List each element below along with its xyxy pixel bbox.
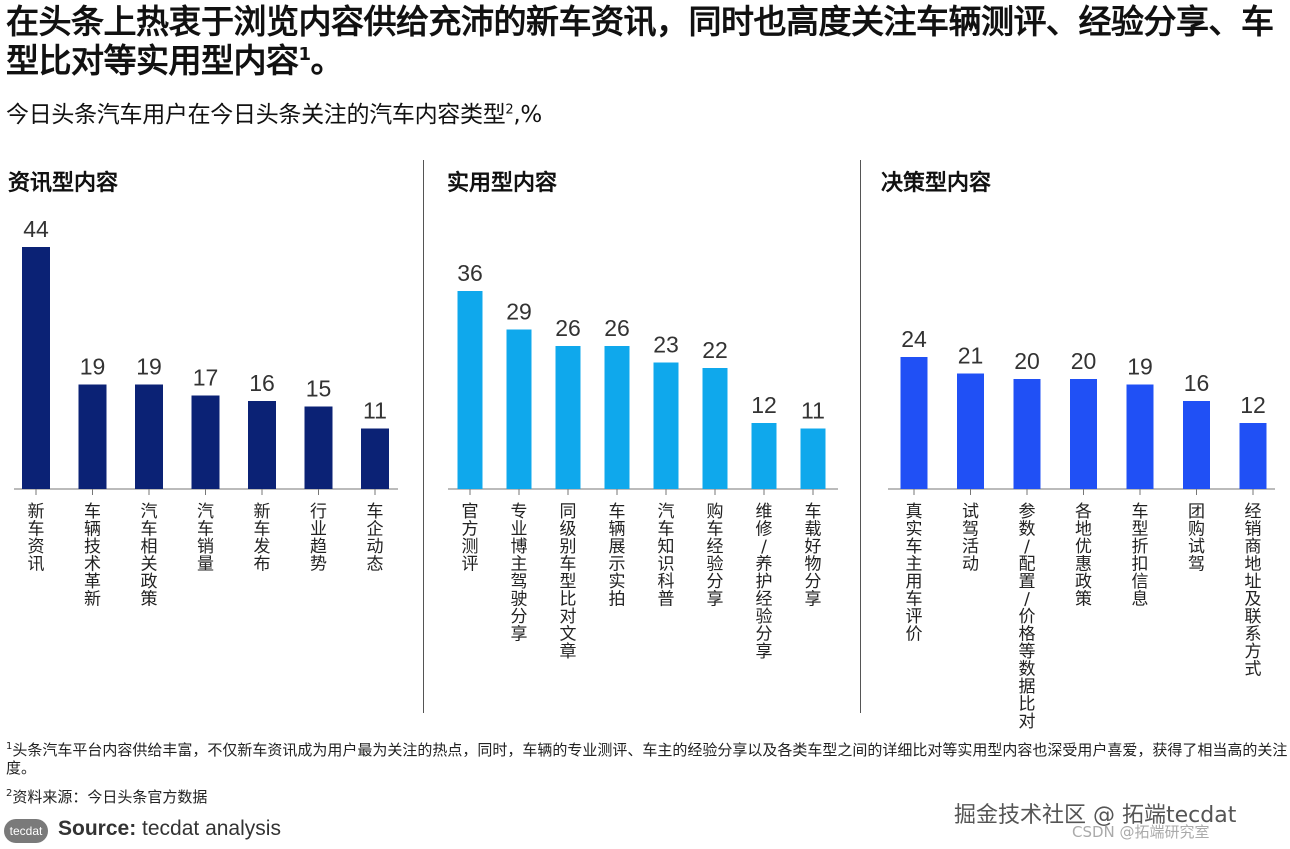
- panel-title-practical: 实用型内容: [447, 171, 558, 196]
- bar: [1013, 379, 1041, 489]
- bar: [457, 291, 483, 489]
- bar: [702, 368, 728, 489]
- data-label: 16: [1184, 370, 1210, 396]
- category-label: 官方测评: [462, 502, 479, 575]
- category-label: 车载好物分享: [805, 502, 822, 610]
- data-label: 19: [136, 354, 162, 380]
- footnote-2: 2资料来源：今日头条官方数据: [6, 788, 208, 806]
- category-label: 行业趋势: [310, 502, 327, 575]
- data-label: 16: [249, 370, 275, 396]
- category-label: 汽车知识科普: [658, 502, 675, 610]
- category-label: 汽车销量: [197, 502, 214, 575]
- data-label: 29: [506, 299, 532, 325]
- data-label: 36: [457, 260, 483, 286]
- watermark-secondary: CSDN @拓端研究室: [1072, 823, 1210, 841]
- category-label: 汽车相关政策: [141, 502, 158, 610]
- data-label: 24: [901, 326, 927, 352]
- data-label: 26: [555, 315, 581, 341]
- bar: [248, 401, 276, 489]
- data-label: 26: [604, 315, 630, 341]
- data-label: 19: [80, 354, 106, 380]
- watermark: 掘金技术社区 @ 拓端tecdat: [954, 803, 1237, 828]
- category-label: 团购试驾: [1188, 502, 1205, 575]
- data-label: 21: [958, 343, 984, 369]
- chart-subtitle: 今日头条汽车用户在今日头条关注的汽车内容类型2,%: [6, 102, 542, 128]
- category-label: 经销商地址及联系方式: [1245, 502, 1262, 680]
- category-label: 车企动态: [367, 502, 384, 575]
- data-label: 12: [1240, 392, 1266, 418]
- panel-divider: [860, 160, 861, 713]
- bar: [506, 329, 532, 489]
- category-label: 购车经验分享: [707, 502, 724, 610]
- category-label: 新车发布: [254, 502, 271, 575]
- category-label: 新车资讯: [28, 502, 45, 575]
- bar: [1126, 384, 1154, 489]
- bar: [135, 384, 163, 489]
- category-label: 真实车主用车评价: [906, 502, 923, 645]
- page-title: 在头条上热衷于浏览内容供给充沛的新车资讯，同时也高度关注车辆测评、经验分享、车型…: [6, 2, 1274, 80]
- bar: [900, 357, 928, 489]
- data-label: 11: [363, 398, 387, 424]
- data-label: 12: [751, 392, 777, 418]
- bar: [957, 373, 984, 489]
- data-label: 23: [653, 332, 679, 358]
- bar: [751, 423, 777, 489]
- bar: [361, 428, 389, 489]
- data-label: 22: [702, 337, 728, 363]
- data-label: 15: [306, 376, 332, 402]
- category-label: 参数∕配置∕价格等数据比对: [1019, 502, 1036, 732]
- bar: [604, 346, 630, 489]
- data-label: 20: [1071, 348, 1097, 374]
- bar: [304, 406, 333, 489]
- category-label: 车辆展示实拍: [609, 502, 626, 610]
- category-label: 维修∕养护经验分享: [756, 502, 773, 662]
- footnote-1: 1头条汽车平台内容供给丰富，不仅新车资讯成为用户最为关注的热点，同时，车辆的专业…: [6, 741, 1288, 777]
- bar: [1183, 401, 1210, 489]
- tecdat-logo: tecdat: [4, 819, 48, 843]
- data-label: 11: [801, 398, 825, 424]
- category-label: 试驾活动: [962, 502, 979, 575]
- bar: [1239, 423, 1267, 489]
- bar: [555, 346, 581, 489]
- data-label: 19: [1127, 354, 1153, 380]
- data-label: 17: [193, 365, 219, 391]
- source-line: Source: tecdat analysis: [58, 817, 281, 840]
- bar: [653, 362, 679, 489]
- bar: [191, 395, 220, 489]
- panel-title-news: 资讯型内容: [8, 171, 119, 196]
- category-label: 车型折扣信息: [1132, 502, 1149, 610]
- data-label: 44: [23, 216, 49, 242]
- category-label: 专业博主驾驶分享: [511, 502, 528, 645]
- bar: [78, 384, 107, 489]
- category-label: 车辆技术革新: [84, 502, 101, 610]
- panel-title-decision: 决策型内容: [881, 171, 992, 196]
- bar: [1070, 379, 1097, 489]
- panel-divider: [423, 160, 424, 713]
- category-label: 同级别车型比对文章: [560, 502, 577, 662]
- data-label: 20: [1014, 348, 1040, 374]
- category-label: 各地优惠政策: [1075, 502, 1092, 610]
- bar: [22, 247, 50, 489]
- bar: [800, 428, 826, 489]
